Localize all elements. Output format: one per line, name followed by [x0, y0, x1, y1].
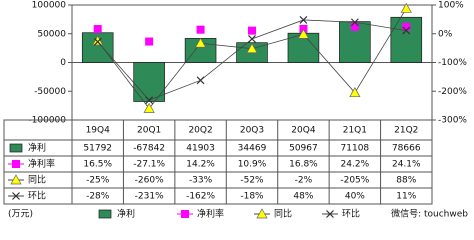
marker: [181, 210, 189, 218]
row-label: 净利率: [28, 158, 55, 170]
table-value: -260%: [135, 176, 164, 186]
legend-key: [9, 143, 23, 153]
table-value: 11%: [396, 192, 416, 202]
x-tick-label: 19Q4: [86, 126, 111, 136]
marker: [297, 28, 310, 39]
row-label: 同比: [28, 174, 46, 186]
y-tick-label: 100000: [32, 1, 67, 11]
table-value: -18%: [240, 192, 264, 202]
table-value: -2%: [295, 176, 313, 186]
table-value: 50967: [289, 144, 318, 154]
legend-label: 环比: [342, 208, 360, 220]
marker: [350, 22, 359, 31]
x-tick-label: 20Q3: [240, 126, 264, 136]
y-tick-label: 0: [60, 58, 66, 68]
marker: [299, 16, 308, 24]
table-value: 40%: [345, 192, 365, 202]
table-value: -33%: [189, 176, 213, 186]
marker: [246, 42, 258, 54]
marker: [248, 26, 256, 35]
row-label: 净利: [28, 142, 46, 154]
table-value: -231%: [135, 192, 164, 202]
table-value: 24.1%: [392, 160, 421, 170]
marker: [248, 35, 256, 43]
table-value: -67842: [133, 144, 165, 154]
table-value: -27.1%: [133, 160, 165, 170]
table-value: 78666: [392, 144, 421, 154]
unit-label: (万元): [8, 210, 33, 220]
legend-label: 净利: [117, 208, 135, 220]
table-value: -162%: [186, 192, 215, 202]
table-value: 10.9%: [238, 160, 267, 170]
y2-tick-label: -300%: [438, 116, 467, 126]
y2-tick-label: 100%: [438, 1, 464, 11]
marker: [93, 37, 102, 46]
marker: [12, 160, 20, 168]
x-tick-label: 21Q1: [343, 126, 367, 136]
y-tick-label: 50000: [37, 29, 66, 39]
marker: [400, 2, 412, 13]
table-value: 48%: [293, 192, 313, 202]
x-tick-label: 21Q2: [394, 126, 418, 136]
table-value: 16.8%: [289, 160, 318, 170]
marker: [92, 35, 104, 46]
table-value: -52%: [240, 176, 264, 186]
table-value: 41903: [186, 144, 215, 154]
marker: [143, 102, 155, 113]
legend-label: 同比: [274, 208, 292, 220]
marker: [350, 18, 359, 27]
table-value: 71108: [341, 144, 370, 154]
legend-key: [98, 209, 112, 219]
chart: (万元) 微信号: touchweb -100000-5000005000010…: [3, 0, 469, 220]
x-tick-label: 20Q4: [291, 126, 316, 136]
table-value: -25%: [86, 176, 110, 186]
marker: [349, 86, 361, 98]
marker: [256, 208, 268, 219]
watermark: 微信号: touchweb: [391, 208, 468, 220]
marker: [10, 174, 22, 185]
x-tick-label: 20Q2: [188, 126, 212, 136]
marker: [196, 76, 205, 85]
legend-label: 净利率: [197, 208, 224, 220]
marker: [402, 22, 411, 31]
y-tick-label: -50000: [34, 87, 66, 97]
marker: [326, 210, 334, 218]
table-value: -28%: [86, 192, 110, 202]
marker: [12, 192, 20, 200]
marker: [196, 25, 205, 34]
row-label: 环比: [28, 190, 46, 202]
table-value: 16.5%: [83, 160, 112, 170]
table-value: 51792: [83, 144, 112, 154]
x-tick-label: 20Q1: [137, 126, 161, 136]
y2-tick-label: 0%: [438, 29, 453, 39]
marker: [145, 96, 154, 105]
table-value: 88%: [396, 176, 416, 186]
table-value: -205%: [340, 176, 369, 186]
marker: [402, 26, 411, 35]
table-value: 14.2%: [186, 160, 215, 170]
marker: [194, 37, 207, 48]
marker: [93, 25, 102, 34]
table-border: [3, 119, 433, 205]
marker: [145, 37, 154, 46]
table-value: 24.2%: [341, 160, 370, 170]
y2-tick-label: -100%: [438, 58, 467, 68]
table-value: 34469: [238, 144, 267, 154]
y2-tick-label: -200%: [438, 87, 467, 97]
